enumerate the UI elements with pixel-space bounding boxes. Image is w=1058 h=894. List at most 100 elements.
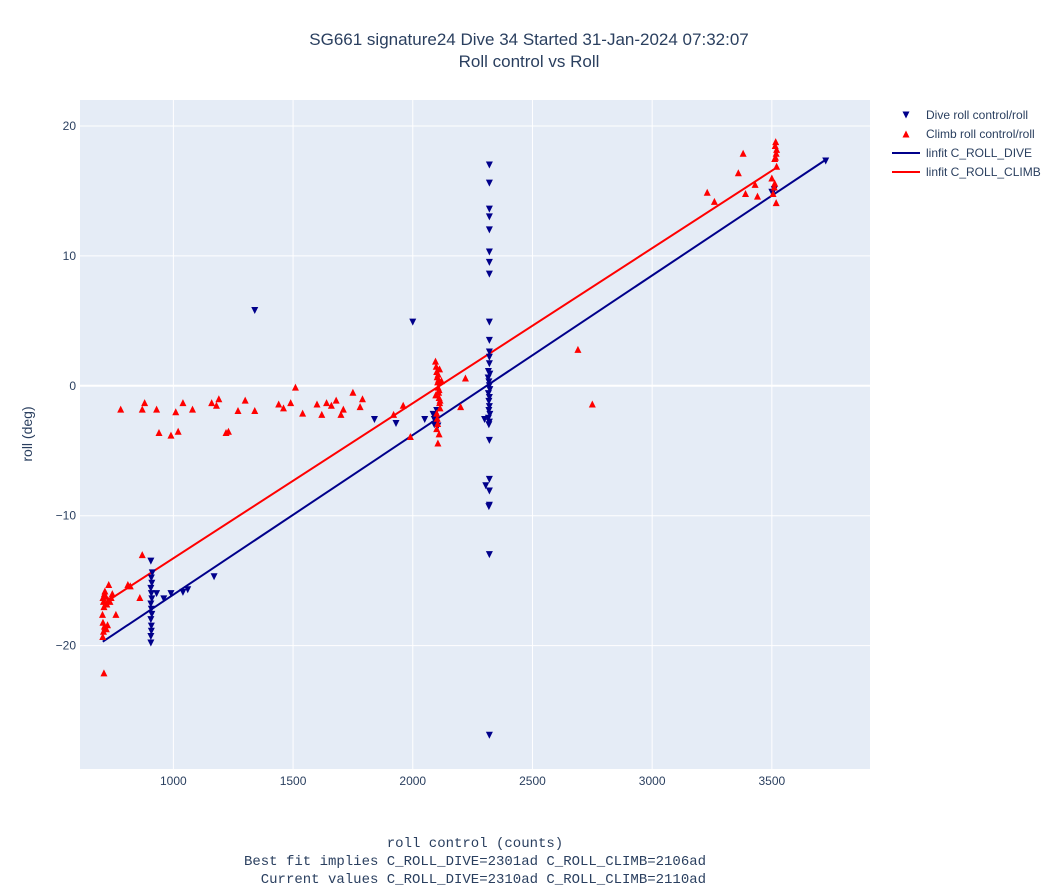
dive-point — [251, 306, 259, 314]
y-tick-label: −10 — [56, 509, 77, 523]
dive-point — [167, 590, 175, 598]
legend-item[interactable]: Dive roll control/roll — [902, 108, 1029, 122]
dive-point — [147, 616, 155, 624]
climb-point — [167, 431, 175, 439]
climb-point — [771, 179, 779, 187]
dive-point — [485, 403, 493, 411]
dive-point — [485, 436, 493, 444]
climb-point — [99, 618, 107, 626]
climb-point — [432, 357, 439, 365]
climb-point — [588, 400, 596, 408]
climb-point — [105, 581, 113, 589]
climb-point — [99, 632, 107, 640]
legend-marker-swatch — [902, 130, 910, 138]
climb-point — [358, 395, 366, 403]
dive-point — [485, 213, 493, 221]
climb-point — [433, 425, 441, 433]
climb-point — [275, 400, 283, 408]
climb-point — [773, 162, 781, 170]
dive-point — [485, 397, 493, 405]
climb-point — [126, 582, 134, 590]
climb-point — [434, 419, 442, 427]
climb-point — [279, 404, 287, 412]
climb-point — [287, 399, 295, 407]
axis-ticks: 1000 1500 2000 2500 3000 3500 20 10 0 −10 −20 — [56, 119, 786, 788]
climb-point — [106, 597, 114, 605]
climb-point — [141, 399, 149, 407]
dive-point — [485, 336, 493, 344]
dive-point — [485, 393, 493, 401]
climb-point — [771, 154, 779, 162]
dive-point — [485, 378, 493, 386]
climb-point — [101, 587, 109, 595]
climb-point — [138, 405, 146, 413]
legend[interactable]: Dive roll control/roll Climb roll control… — [892, 108, 1041, 179]
dive-point — [147, 574, 155, 582]
y-tick-label: −20 — [56, 639, 77, 653]
dive-point — [148, 579, 156, 587]
legend-label: Climb roll control/roll — [926, 127, 1035, 141]
y-axis-label: roll (deg) — [19, 406, 35, 461]
dive-point — [147, 622, 155, 630]
climb-point — [136, 594, 144, 602]
y-tick-label: 0 — [69, 379, 76, 393]
y-tick-label: 10 — [63, 249, 77, 263]
dive-point — [153, 590, 161, 598]
climb-point — [433, 414, 441, 422]
climb-point — [337, 410, 345, 418]
x-tick-label: 1500 — [280, 774, 307, 788]
dive-point — [481, 416, 489, 424]
dive-point — [485, 731, 493, 739]
climb-point — [435, 430, 443, 438]
fit-lines — [102, 158, 827, 643]
current-values-note: Current values C_ROLL_DIVE=2310ad C_ROLL… — [243, 872, 707, 888]
y-tick-label: 20 — [63, 119, 77, 133]
dive-point — [184, 586, 192, 594]
climb-point — [251, 406, 259, 414]
legend-marker-swatch — [902, 111, 910, 119]
dive-point — [147, 584, 155, 592]
dive-point — [485, 248, 493, 256]
dive-point — [147, 557, 155, 565]
climb-point — [390, 410, 398, 418]
climb-point — [99, 610, 107, 618]
climb-point — [155, 429, 163, 437]
legend-item[interactable]: Climb roll control/roll — [902, 127, 1035, 141]
climb-point — [313, 400, 321, 408]
grid-lines — [80, 100, 870, 769]
climb-point — [241, 396, 249, 404]
dive-point — [147, 600, 155, 608]
climb-point — [349, 388, 357, 396]
legend-item[interactable]: linfit C_ROLL_CLIMB — [892, 165, 1041, 179]
dive-point — [421, 416, 429, 424]
climb-point — [457, 403, 465, 411]
climb-point — [770, 183, 778, 191]
dive-point — [822, 157, 830, 165]
dive-point — [485, 318, 493, 326]
dive-point — [179, 588, 187, 596]
climb-point — [102, 625, 110, 633]
dive-point — [486, 386, 494, 394]
climb-point — [332, 396, 340, 404]
climb-point — [103, 600, 111, 608]
climb-point — [108, 590, 116, 598]
legend-label: linfit C_ROLL_DIVE — [926, 146, 1032, 160]
x-tick-label: 3500 — [758, 774, 785, 788]
dive-point — [485, 348, 493, 356]
legend-item[interactable]: linfit C_ROLL_DIVE — [892, 146, 1032, 160]
plot-area — [80, 100, 870, 769]
climb-point — [189, 405, 197, 413]
dive-point — [485, 382, 493, 390]
climb-point — [153, 405, 161, 413]
dive-point — [484, 390, 492, 398]
dive-point — [147, 605, 155, 613]
climb-point — [208, 399, 216, 407]
chart-title-line-2: Roll control vs Roll — [458, 52, 600, 71]
climb-point — [436, 396, 444, 404]
dive-point — [486, 410, 494, 418]
climb-point — [751, 180, 759, 188]
dive-point — [485, 161, 493, 169]
climb-point — [753, 192, 761, 200]
dive-point — [485, 360, 493, 368]
dive-point — [147, 590, 155, 598]
